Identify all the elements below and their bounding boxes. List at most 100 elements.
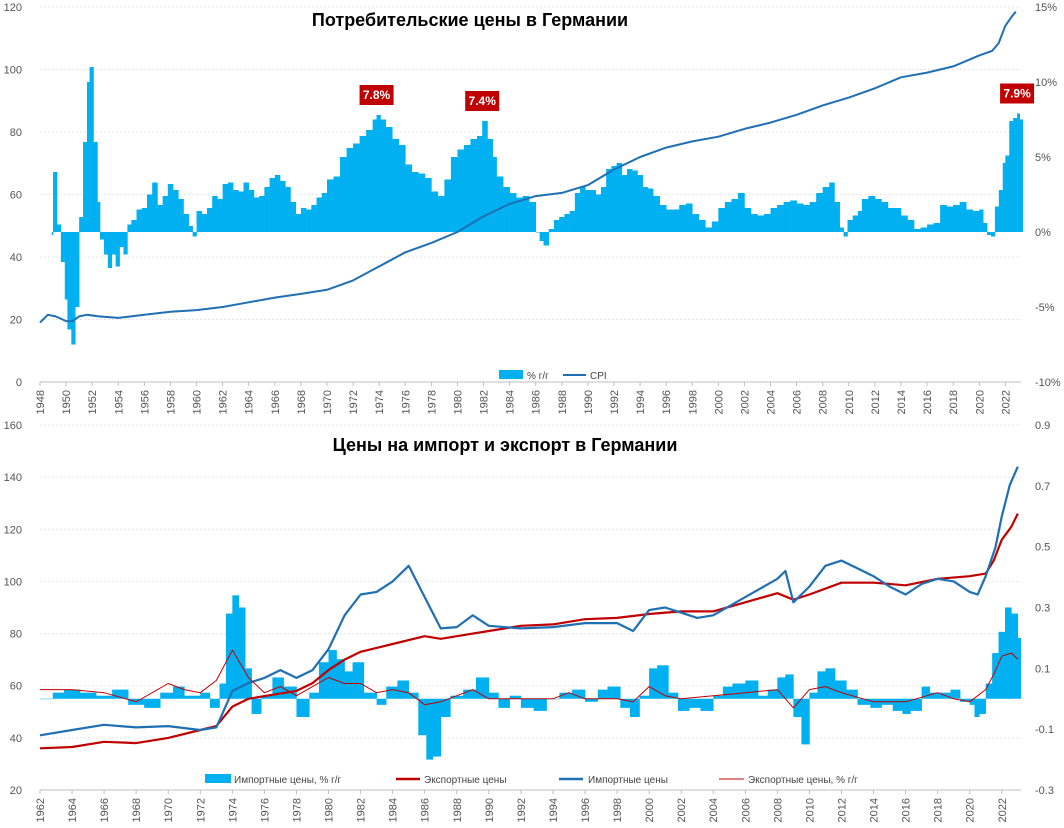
yoy-bar xyxy=(642,187,649,232)
yoy-bar xyxy=(71,232,76,345)
x-tick-label: 1998 xyxy=(612,798,624,822)
yoy-bar xyxy=(259,196,265,232)
legend-label-import: Импортные цены xyxy=(588,775,668,786)
yoy-bar xyxy=(437,196,445,232)
yoy-bar xyxy=(311,205,317,232)
yoy-bar xyxy=(450,157,458,232)
yoy-bar xyxy=(585,190,591,232)
yoy-bar xyxy=(160,692,174,699)
x-tick-label: 2000 xyxy=(713,390,725,414)
trade-prices-chart: 20 40 60 80 100 120 140 160 -0.3 -0.1 0.1 0.3 0.5 0.… xyxy=(4,420,1054,822)
left-tick-label: 160 xyxy=(4,420,22,432)
yoy-bar xyxy=(522,196,530,232)
x-tick-label: 1974 xyxy=(227,798,239,822)
yoy-bar xyxy=(994,206,1000,232)
yoy-bar xyxy=(574,193,581,232)
x-tick-label: 1970 xyxy=(322,390,334,414)
legend-label-export: Экспортные цены xyxy=(424,775,507,786)
yoy-bar xyxy=(178,199,184,232)
yoy-bar xyxy=(705,227,713,232)
x-tick-label: 1978 xyxy=(291,798,303,822)
x-tick-label: 2020 xyxy=(974,390,986,414)
yoy-bar xyxy=(783,202,791,232)
x-tick-label: 1992 xyxy=(609,390,621,414)
left-tick-label: 0 xyxy=(16,377,22,389)
x-tick-label: 1970 xyxy=(163,798,175,822)
yoy-bar xyxy=(96,695,113,699)
yoy-bar xyxy=(816,193,824,232)
x-tick-label: 2004 xyxy=(766,390,778,414)
yoy-bar xyxy=(1009,121,1014,232)
yoy-bar xyxy=(647,188,654,232)
yoy-bar xyxy=(621,175,628,232)
x-tick-label: 1978 xyxy=(426,390,438,414)
yoy-bar xyxy=(770,208,778,232)
yoy-bar xyxy=(987,232,992,235)
yoy-bar xyxy=(825,668,836,699)
yoy-bar xyxy=(333,176,341,232)
x-tick-label: 2006 xyxy=(792,390,804,414)
right-tick-label: -0.3 xyxy=(1035,785,1054,797)
yoy-bar xyxy=(750,214,758,232)
left-tick-label: 40 xyxy=(10,252,22,264)
yoy-bar xyxy=(75,232,80,307)
yoy-bar xyxy=(629,698,640,717)
x-tick-label: 2000 xyxy=(644,798,656,822)
inflation-callout-box xyxy=(1000,83,1035,104)
x-tick-label: 1988 xyxy=(452,798,464,822)
yoy-bar xyxy=(847,220,854,232)
cpi-yoy-bars xyxy=(51,67,1023,345)
yoy-bar xyxy=(679,205,687,232)
yoy-bar xyxy=(960,698,971,702)
yoy-bar xyxy=(685,203,693,232)
yoy-bar xyxy=(144,698,161,708)
yoy-bar xyxy=(649,668,658,699)
yoy-bar xyxy=(894,208,902,232)
yoy-bar xyxy=(64,232,68,300)
yoy-bar xyxy=(280,181,286,232)
yoy-bar xyxy=(316,197,323,232)
x-tick-label: 2012 xyxy=(836,798,848,822)
yoy-bar xyxy=(731,199,739,232)
legend-label-export-yoy: Экспортные цены, % г/г xyxy=(748,775,858,786)
yoy-bar xyxy=(639,695,650,699)
yoy-bar xyxy=(238,607,246,699)
yoy-bar xyxy=(969,698,975,705)
x-tick-label: 2016 xyxy=(922,390,934,414)
yoy-bar xyxy=(56,224,62,232)
trade-right-axis: -0.3 -0.1 0.1 0.3 0.5 0.7 0.9 xyxy=(1035,420,1054,797)
yoy-bar xyxy=(616,163,623,232)
yoy-bar xyxy=(1013,118,1018,232)
x-tick-label: 1974 xyxy=(374,390,386,414)
yoy-bar xyxy=(959,202,967,232)
yoy-bar xyxy=(666,209,673,232)
yoy-bar xyxy=(51,232,54,235)
right-tick-label: 15% xyxy=(1035,2,1057,14)
yoy-bar xyxy=(620,698,631,708)
yoy-bar xyxy=(533,698,547,711)
yoy-bar xyxy=(227,182,234,232)
yoy-bar xyxy=(914,229,921,232)
left-tick-label: 20 xyxy=(10,315,22,327)
right-tick-label: 0.3 xyxy=(1035,603,1050,615)
inflation-callout-label: 7.4% xyxy=(469,94,497,108)
yoy-bar xyxy=(1019,119,1023,232)
right-tick-label: 0.9 xyxy=(1035,420,1050,432)
x-tick-label: 2008 xyxy=(772,798,784,822)
yoy-bar xyxy=(295,214,302,232)
yoy-bar xyxy=(376,115,381,232)
left-tick-label: 80 xyxy=(10,629,22,641)
yoy-bar xyxy=(408,692,419,699)
trade-lines xyxy=(39,466,1019,750)
yoy-bar xyxy=(496,176,504,232)
right-tick-label: 5% xyxy=(1035,152,1051,164)
yoy-bar xyxy=(689,698,701,708)
yoy-bar xyxy=(946,206,954,232)
x-tick-label: 1986 xyxy=(531,390,543,414)
yoy-bar xyxy=(463,145,471,232)
yoy-bar xyxy=(306,209,312,232)
yoy-bar xyxy=(127,224,132,232)
yoy-bar xyxy=(606,169,612,232)
left-tick-label: 40 xyxy=(10,733,22,745)
